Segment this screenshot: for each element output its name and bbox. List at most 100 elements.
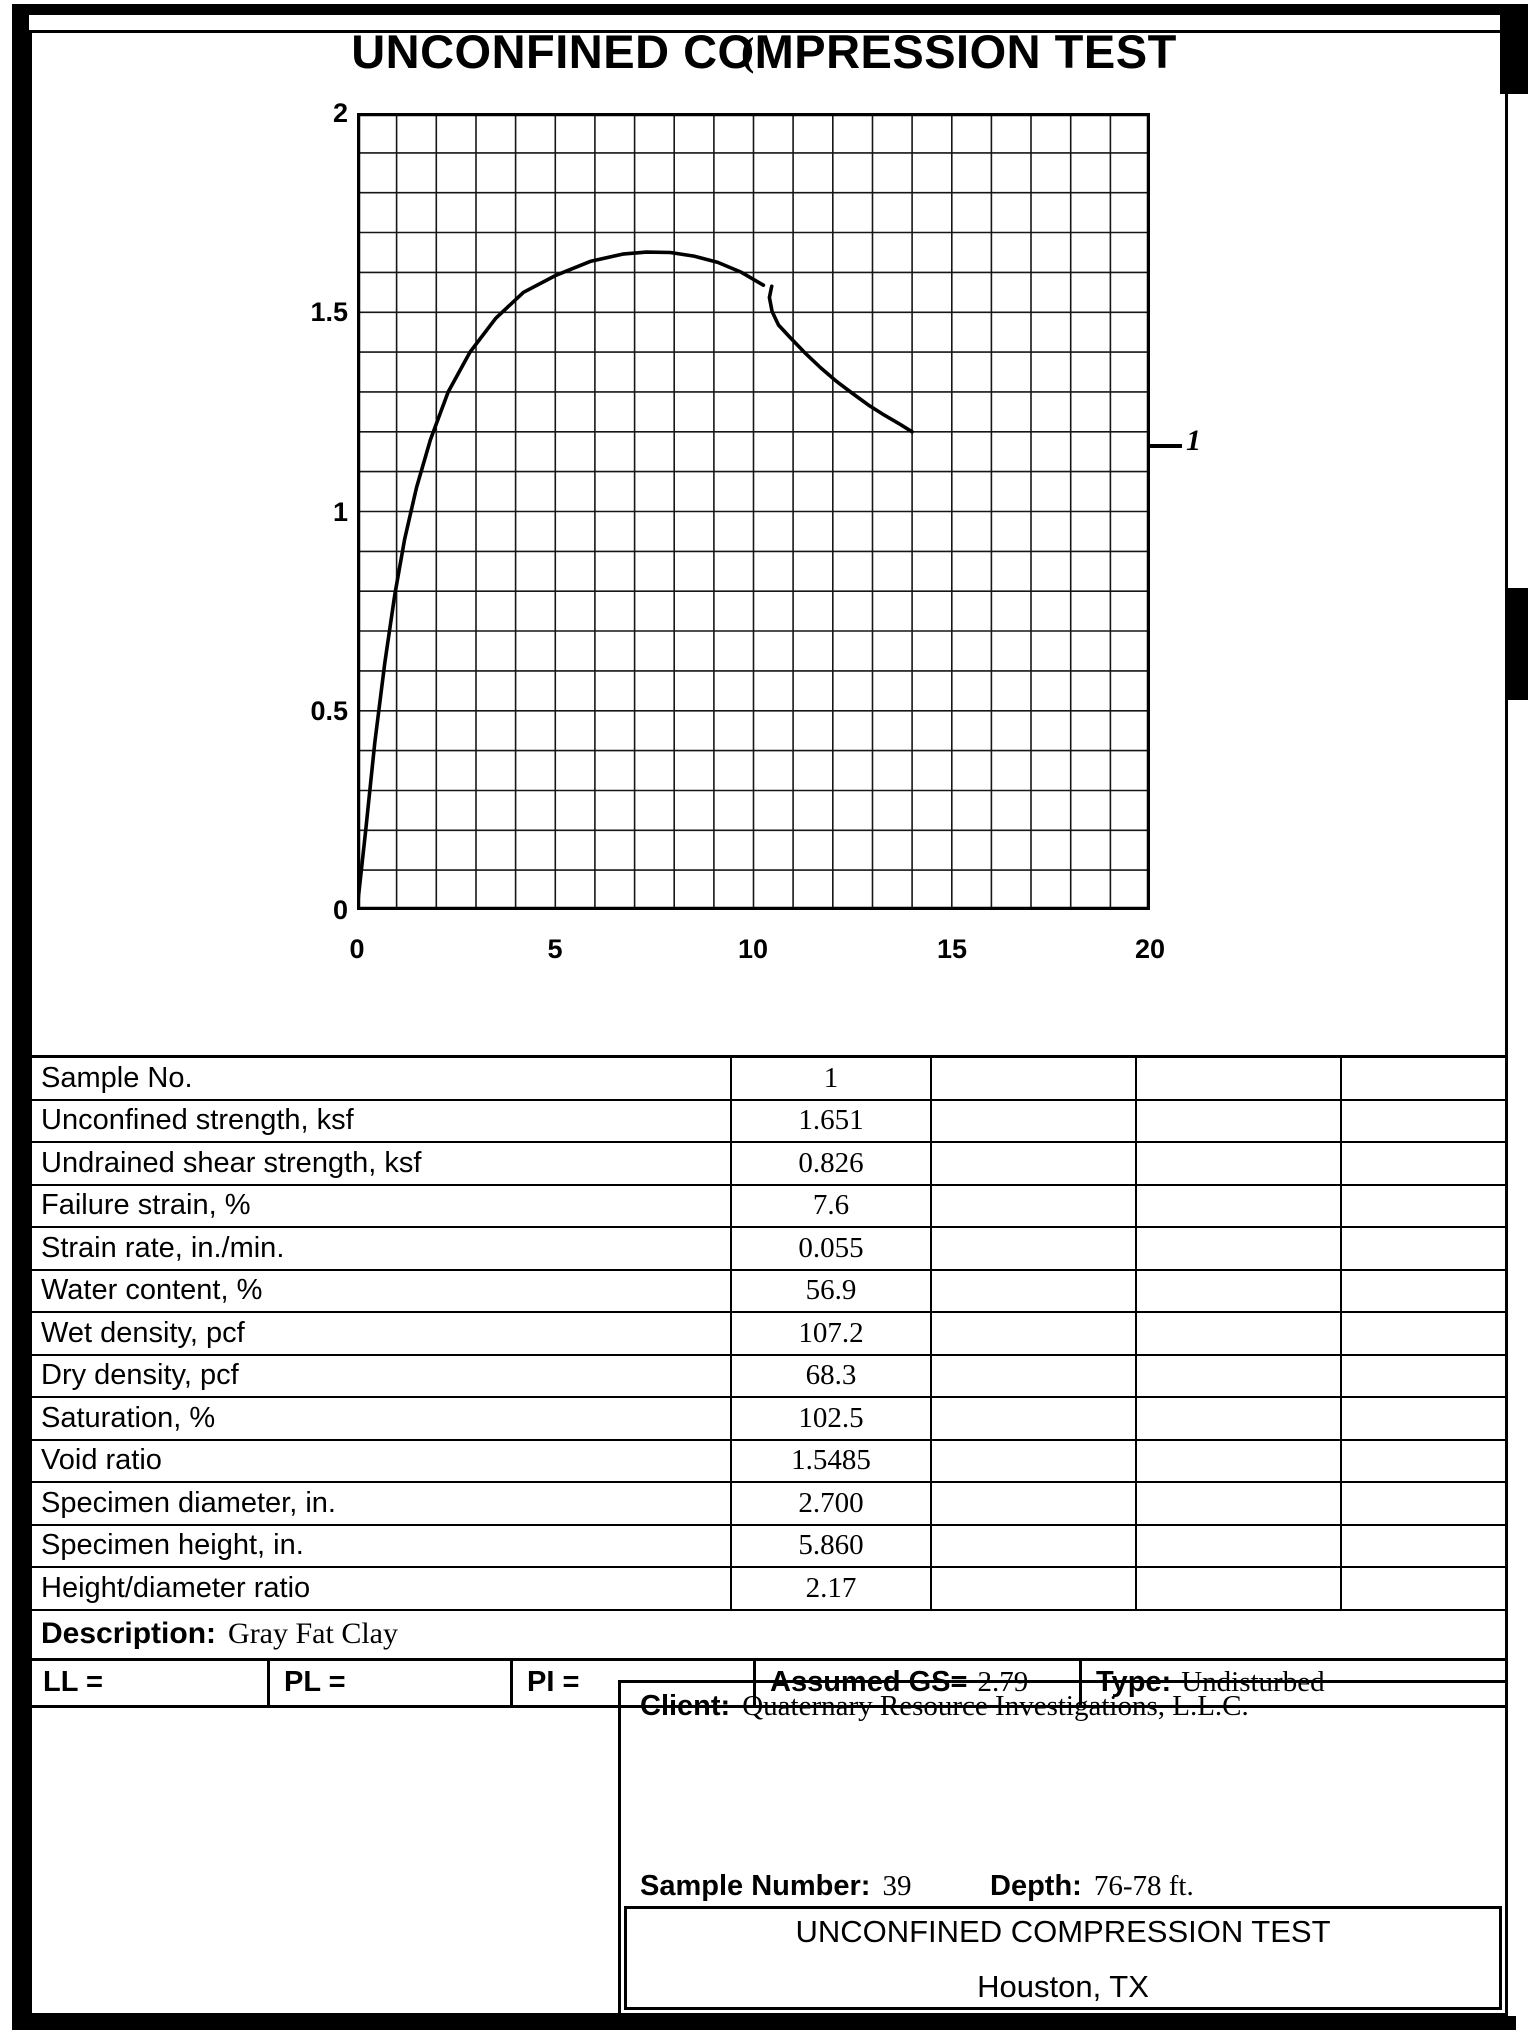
row-label: Saturation, % [41,1401,216,1434]
empty-cell [1340,1313,1508,1354]
x-axis-tick: 0 [349,934,365,964]
empty-cell [930,1398,1135,1439]
empty-cell [1340,1398,1508,1439]
empty-cell [1340,1568,1508,1609]
row-label: Water content, % [41,1274,263,1307]
empty-cell [930,1313,1135,1354]
depth-line: Depth: 76-78 ft. [990,1870,1194,1903]
empty-cell [930,1525,1135,1566]
y-axis-tick: 0 [332,895,348,925]
depth-value: 76-78 ft. [1093,1870,1194,1902]
empty-cell [930,1355,1135,1396]
empty-cell [1135,1440,1340,1481]
test-title-box: UNCONFINED COMPRESSION TEST Houston, TX [624,1906,1502,2010]
table-row: Strain rate, in./min. 0.055 [29,1228,1508,1271]
location-text: Houston, TX [977,1969,1149,2004]
stress-strain-chart [355,112,1151,912]
empty-cell [1135,1143,1340,1184]
row-value: 7.6 [730,1185,930,1226]
empty-cell [1135,1398,1340,1439]
row-label: Height/diameter ratio [41,1571,311,1604]
empty-cell [1340,1355,1508,1396]
empty-cell [1340,1058,1508,1099]
empty-cell [930,1185,1135,1226]
empty-cell [1135,1058,1340,1099]
sample-number-label: Sample Number: [640,1870,871,1902]
description-row: Description: Gray Fat Clay [29,1611,1508,1661]
row-label: Wet density, pcf [41,1316,245,1349]
row-label: Specimen height, in. [41,1529,304,1562]
table-row: Dry density, pcf 68.3 [29,1355,1508,1398]
empty-cell [1340,1143,1508,1184]
table-row: Failure strain, % 7.6 [29,1185,1508,1228]
table-row: Specimen height, in. 5.860 [29,1525,1508,1568]
table-row: Void ratio 1.5485 [29,1440,1508,1483]
row-value: 102.5 [730,1398,930,1439]
scan-border-left [12,4,29,2028]
row-label: Unconfined strength, ksf [41,1104,354,1137]
x-axis-tick: 15 [936,934,968,964]
empty-cell [1340,1100,1508,1141]
empty-cell [1135,1355,1340,1396]
row-label: Strain rate, in./min. [41,1231,285,1264]
description-value: Gray Fat Clay [228,1617,398,1650]
description-label: Description: [41,1617,217,1650]
table-row: Specimen diameter, in. 2.700 [29,1483,1508,1526]
empty-cell [930,1058,1135,1099]
empty-cell [930,1568,1135,1609]
empty-cell [930,1143,1135,1184]
row-label: Void ratio [41,1444,162,1477]
row-value: 5.860 [730,1525,930,1566]
row-value: 2.700 [730,1483,930,1524]
test-title: UNCONFINED COMPRESSION TEST [795,1914,1331,1949]
scan-border-bottom [12,2016,1516,2030]
empty-cell [1135,1100,1340,1141]
empty-cell [1135,1483,1340,1524]
client-value: Quaternary Resource Investigations, L.L.… [742,1690,1249,1722]
scan-artifact-right-mid [1506,588,1528,700]
empty-cell [930,1440,1135,1481]
empty-cell [1135,1568,1340,1609]
pl-cell: PL = [267,1660,510,1705]
empty-cell [1135,1313,1340,1354]
x-axis-tick: 5 [547,934,563,964]
empty-cell [1340,1185,1508,1226]
client-line: Client: Quaternary Resource Investigatio… [640,1690,1249,1723]
table-row: Saturation, % 102.5 [29,1398,1508,1441]
series-legend-dash [1150,444,1182,448]
page-title: UNCONFINED COMPRESSION TEST [351,25,1177,78]
y-axis-tick: 1.5 [310,297,348,327]
client-box [618,1680,1508,2016]
results-table: Sample No. 1 Unconfined strength, ksf 1.… [29,1055,1508,1708]
x-axis-tick: 20 [1134,934,1166,964]
depth-label: Depth: [990,1870,1082,1902]
empty-cell [1135,1185,1340,1226]
table-row: Undrained shear strength, ksf 0.826 [29,1143,1508,1186]
empty-cell [930,1100,1135,1141]
empty-cell [1340,1270,1508,1311]
pi-cell: PI = [510,1660,753,1705]
row-value: 107.2 [730,1313,930,1354]
empty-cell [1340,1440,1508,1481]
row-value: 68.3 [730,1355,930,1396]
row-value: 0.826 [730,1143,930,1184]
sample-number-line: Sample Number: 39 [640,1870,911,1903]
y-axis-tick: 2 [332,98,348,128]
row-value: 2.17 [730,1568,930,1609]
empty-cell [1135,1270,1340,1311]
sample-number-value: 39 [882,1870,912,1902]
row-value: 1 [730,1058,930,1099]
row-value: 0.055 [730,1228,930,1269]
table-row: Wet density, pcf 107.2 [29,1313,1508,1356]
row-label: Undrained shear strength, ksf [41,1146,422,1179]
y-axis-tick: 0.5 [310,696,348,726]
scan-artifact-paren: ( [741,29,755,74]
row-label: Failure strain, % [41,1189,251,1222]
row-label: Dry density, pcf [41,1359,239,1392]
y-axis-tick: 1 [332,497,348,527]
empty-cell [930,1483,1135,1524]
empty-cell [1340,1228,1508,1269]
empty-cell [930,1228,1135,1269]
table-row: Height/diameter ratio 2.17 [29,1568,1508,1611]
